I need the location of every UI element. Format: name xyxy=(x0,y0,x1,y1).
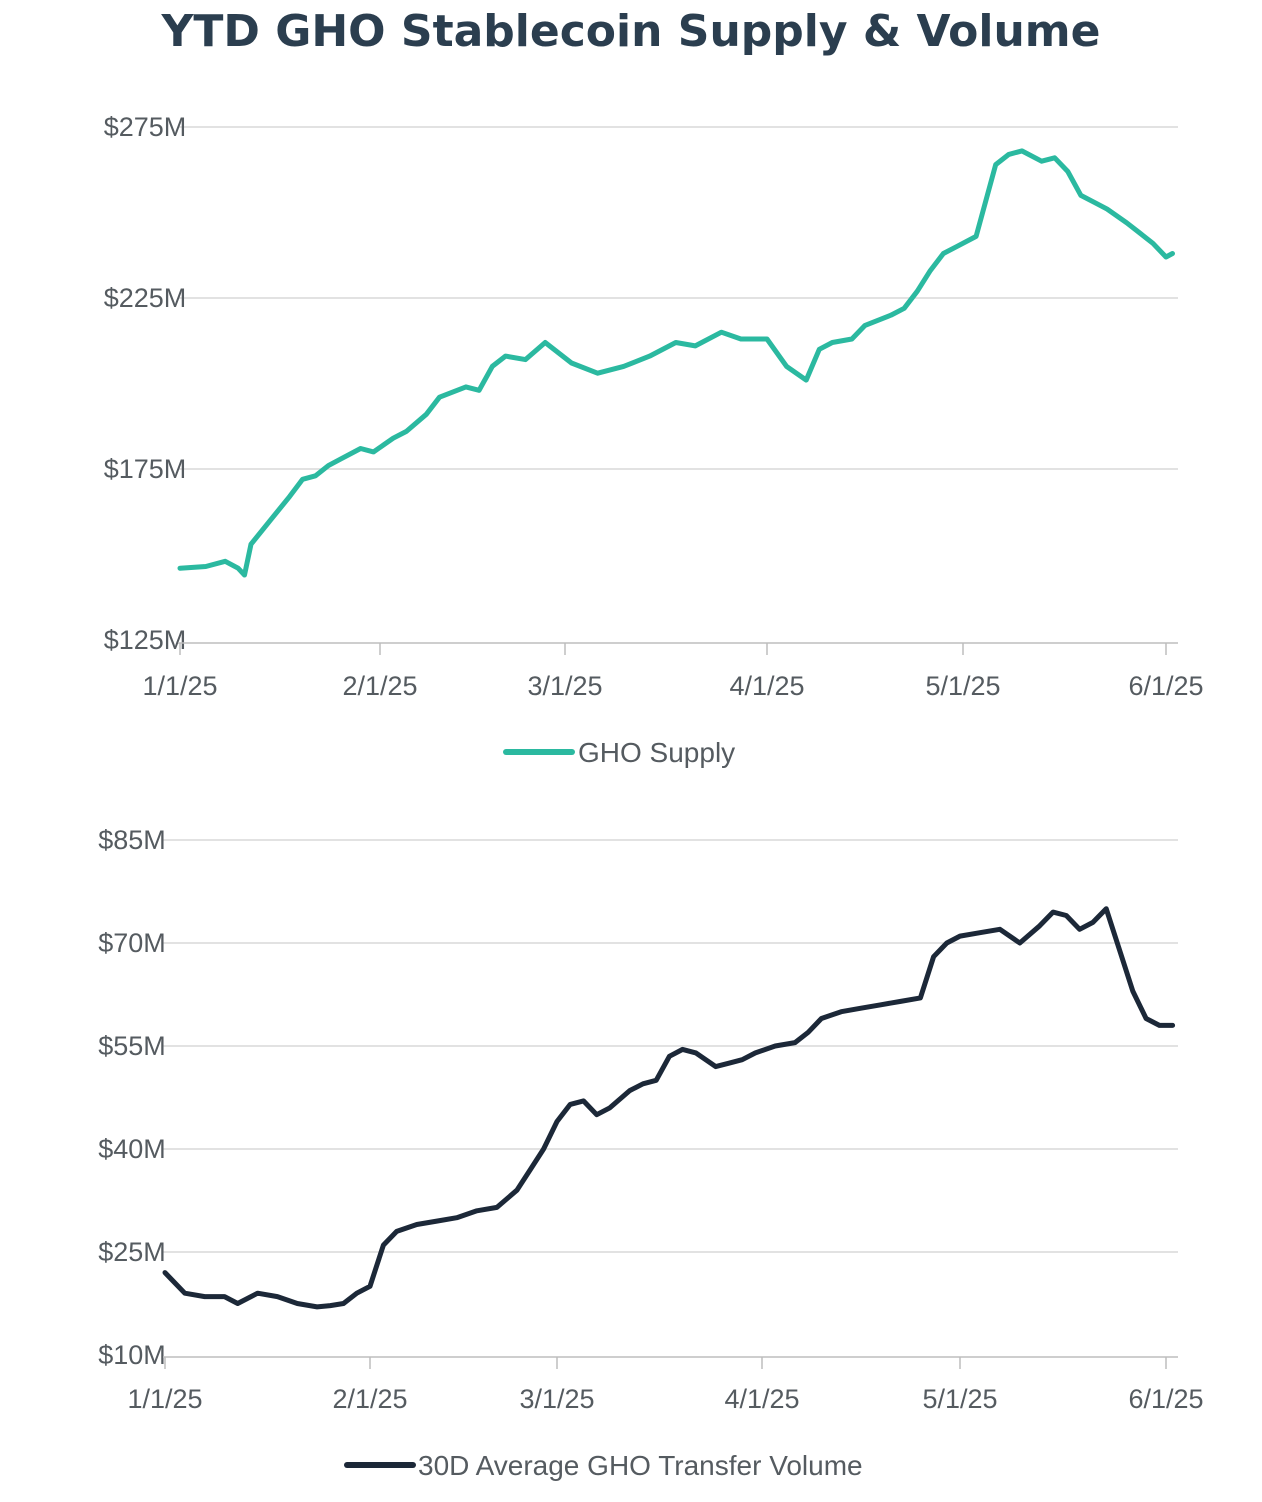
x-tick-label: 3/1/25 xyxy=(519,1384,594,1414)
x-tick-label: 2/1/25 xyxy=(332,1384,407,1414)
x-tick-label: 1/1/25 xyxy=(127,1384,202,1414)
legend-label: 30D Average GHO Transfer Volume xyxy=(418,1450,863,1481)
page-title: YTD GHO Stablecoin Supply & Volume xyxy=(161,6,1101,57)
y-tick-label: $85M xyxy=(98,825,166,855)
x-tick-label: 5/1/25 xyxy=(925,671,1000,701)
y-tick-label: $70M xyxy=(98,928,166,958)
y-tick-label: $10M xyxy=(98,1340,166,1370)
series-line xyxy=(162,906,1176,1310)
series-line xyxy=(177,148,1175,578)
y-tick-label: $40M xyxy=(98,1134,166,1164)
y-tick-label: $175M xyxy=(104,454,187,484)
x-tick-label: 2/1/25 xyxy=(342,671,417,701)
x-tick-label: 6/1/25 xyxy=(1128,671,1203,701)
y-tick-label: $125M xyxy=(104,625,187,655)
volume-chart: $85M $70M $55M $40M $25M $10M 1/1/25 2/1/25 3/1/… xyxy=(98,825,1203,1481)
y-tick-label: $225M xyxy=(104,283,187,313)
x-tick-label: 1/1/25 xyxy=(142,671,217,701)
y-tick-label: $55M xyxy=(98,1031,166,1061)
x-tick-label: 4/1/25 xyxy=(724,1384,799,1414)
x-tick-label: 3/1/25 xyxy=(527,671,602,701)
x-tick-label: 5/1/25 xyxy=(922,1384,997,1414)
legend-label: GHO Supply xyxy=(578,737,735,768)
y-tick-label: $275M xyxy=(104,112,187,142)
x-tick-label: 6/1/25 xyxy=(1128,1384,1203,1414)
y-tick-label: $25M xyxy=(98,1237,166,1267)
supply-chart: $275M $225M $175M $125M 1/1/25 2/1/25 3/1/25 4/… xyxy=(104,112,1204,768)
x-tick-label: 4/1/25 xyxy=(729,671,804,701)
